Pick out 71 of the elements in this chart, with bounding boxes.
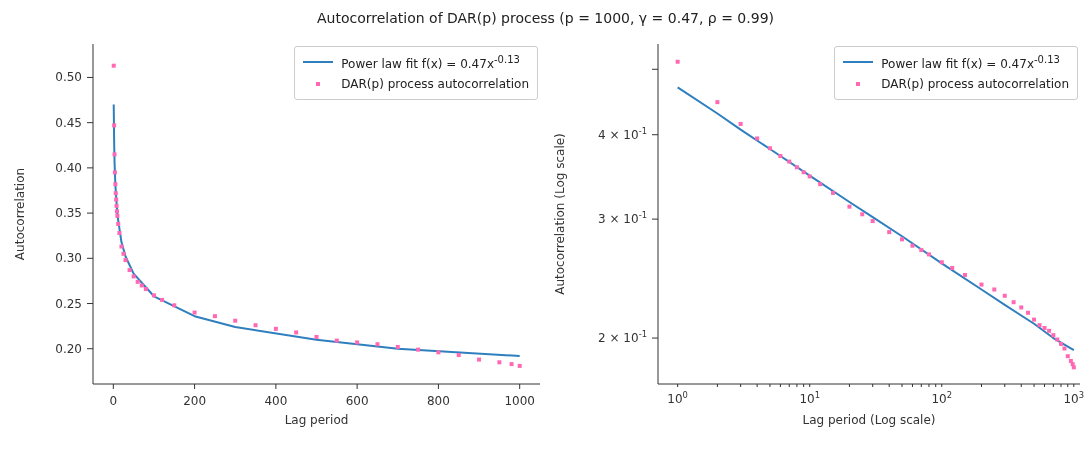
point [112,123,117,128]
y-tick-label: 3 × 10$^{-1}$ [598,210,647,227]
point [509,362,514,367]
legend-label: DAR(p) process autocorrelation [341,77,529,91]
x-axis-title: Lag period (Log scale) [802,413,936,427]
x-axis-title: Lag period [284,413,349,427]
point [112,170,117,175]
point [375,342,380,347]
x-tick-label: 10$^{0}$ [667,390,688,406]
point [355,340,360,345]
x-tick-label: 600 [345,394,369,408]
y-tick-label: 2 × 10$^{-1}$ [598,329,647,346]
point [111,63,116,68]
y-tick-label: 0.40 [55,160,82,175]
point [114,197,119,202]
point [160,297,165,302]
point [212,314,217,319]
x-tick-label: 10$^{3}$ [1063,390,1085,406]
point [436,350,441,355]
point [477,357,482,362]
y-tick-label: 4 × 10$^{-1}$ [598,125,647,142]
point [123,258,128,263]
point [395,344,400,349]
point [143,287,148,292]
point [119,244,124,249]
point [253,323,258,328]
point [121,251,126,256]
legend-label: Power law fit f(x) = 0.47x$^{-0.13}$ [881,53,1060,71]
point [135,279,140,284]
y-tick-label: 0.25 [55,296,82,311]
y-tick-label: 0.20 [55,341,82,356]
point [497,360,502,365]
point [113,182,118,187]
point [314,334,319,339]
x-tick-label: 400 [264,394,288,408]
point [192,310,197,315]
y-axis-title: Autocorrelation [13,167,28,261]
point [116,221,121,226]
y-tick-label: 0.45 [55,115,82,130]
y-tick-label: 0.50 [55,70,82,85]
point [127,268,132,273]
point [113,191,118,196]
text: Autocorrelation of DAR(p) process (p = 1000, γ = 0.47, ρ = 0.99) [316,10,775,26]
point [112,152,117,157]
y-tick-label: 0.30 [55,251,82,266]
x-tick-label: 200 [183,394,207,408]
point [294,330,299,335]
point [416,347,421,352]
point [131,274,136,279]
point [151,293,156,298]
point [172,303,177,308]
y-tick-label: 0.35 [55,206,82,221]
point [115,213,120,218]
y-axis-title: Autocorrelation (Log scale) [553,133,568,295]
point [114,203,119,208]
point [517,363,522,368]
x-tick-label: 10$^{2}$ [931,390,953,406]
legend-label: DAR(p) process autocorrelation [881,77,1069,91]
point [334,338,339,343]
point [273,326,278,331]
legend-label: Power law fit f(x) = 0.47x$^{-0.13}$ [341,53,520,71]
point [139,283,144,288]
x-tick-label: 0 [109,394,118,408]
point [117,230,122,235]
point [114,209,119,214]
x-tick-label: 1000 [504,394,535,408]
line-series [112,103,521,357]
x-tick-label: 10$^{1}$ [799,390,821,406]
point [233,318,238,323]
point [456,353,461,358]
x-tick-label: 800 [426,394,450,408]
